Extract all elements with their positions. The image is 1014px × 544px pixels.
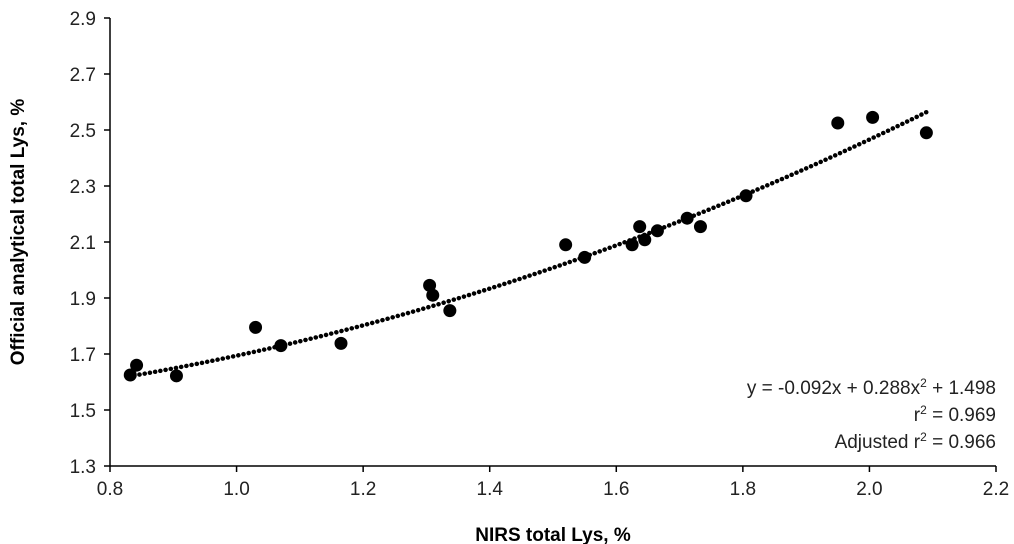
data-point	[578, 250, 592, 264]
y-tick-label: 1.9	[70, 289, 96, 310]
y-tick-label: 1.3	[70, 457, 96, 478]
x-tick-labels: 0.8 1.0 1.2 1.4 1.6 1.8 2.0 2.2	[97, 479, 1009, 500]
x-tick-label: 1.2	[350, 479, 376, 500]
x-tick-label: 1.8	[730, 479, 756, 500]
data-point	[693, 220, 707, 234]
x-tick-label: 2.0	[856, 479, 882, 500]
y-tick-label: 2.1	[70, 233, 96, 254]
x-tick-label: 2.2	[983, 479, 1009, 500]
x-tick-label: 1.6	[603, 479, 629, 500]
axes	[104, 17, 997, 472]
x-tick-label: 1.4	[477, 479, 504, 500]
data-point	[633, 220, 647, 234]
x-axis-title: NIRS total Lys, %	[475, 525, 631, 544]
data-point	[443, 304, 457, 318]
data-point	[130, 358, 144, 372]
y-tick-label: 2.3	[70, 177, 96, 198]
y-tick-label: 2.7	[70, 65, 96, 86]
data-point	[919, 126, 933, 140]
data-point	[739, 189, 753, 203]
data-point	[274, 339, 288, 353]
data-point	[123, 368, 137, 382]
data-point	[831, 116, 845, 130]
data-point	[249, 320, 263, 334]
data-points-layer	[123, 110, 933, 383]
x-tick-label: 1.0	[223, 479, 249, 500]
data-point	[559, 238, 573, 252]
y-tick-label: 1.5	[70, 401, 96, 422]
y-axis-title: Official analytical total Lys, %	[8, 99, 29, 366]
regression-annotation: y = -0.092x + 0.288x2 + 1.498 r2 = 0.969…	[747, 376, 996, 453]
y-tick-label: 2.9	[70, 9, 96, 30]
data-point	[638, 233, 652, 247]
x-tick-label: 0.8	[97, 479, 123, 500]
data-point	[650, 224, 664, 238]
r-squared-label: r2 = 0.969	[914, 403, 996, 426]
data-point	[169, 369, 183, 383]
y-tick-labels: 1.3 1.5 1.7 1.9 2.1 2.3 2.5 2.7 2.9	[70, 9, 96, 478]
trendline-layer	[126, 109, 929, 379]
data-point	[680, 211, 694, 225]
adjusted-r-squared-label: Adjusted r2 = 0.966	[835, 430, 996, 453]
data-point	[866, 110, 880, 124]
y-tick-label: 2.5	[70, 121, 96, 142]
data-point	[423, 278, 437, 292]
equation-label: y = -0.092x + 0.288x2 + 1.498	[747, 376, 996, 399]
data-point	[334, 336, 348, 350]
trendline	[126, 109, 929, 379]
data-point	[625, 238, 639, 252]
data-point	[426, 288, 440, 302]
y-tick-label: 1.7	[70, 345, 96, 366]
